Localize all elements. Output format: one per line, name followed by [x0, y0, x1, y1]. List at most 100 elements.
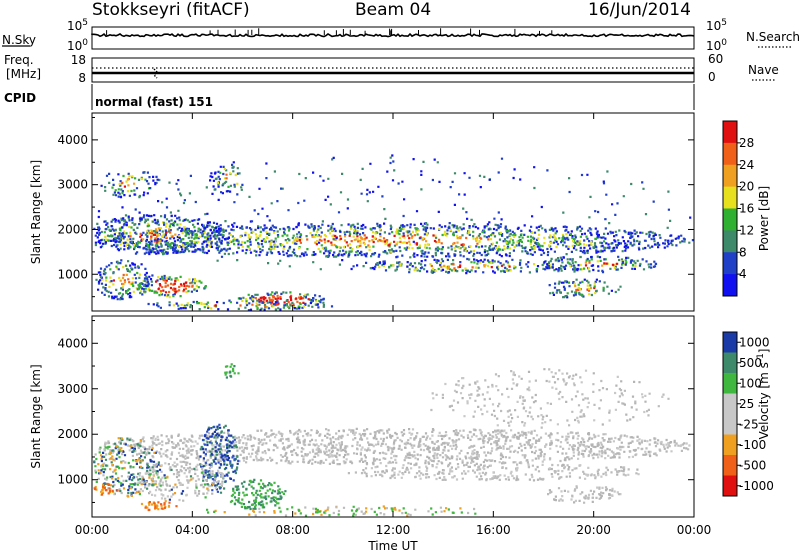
- velocity-colorbar-label: -100: [739, 438, 766, 452]
- velocity-colorbar-segment: [723, 373, 737, 394]
- echo-near-range: [147, 299, 334, 312]
- velocity-colorbar-segment: [723, 475, 737, 497]
- velocity-colorbar-segment: [723, 393, 737, 415]
- velocity-blue-0500: [199, 423, 240, 494]
- velocity-colorbar-label: 1000: [739, 335, 770, 349]
- chart-title: Stokkseyri (fitACF): [92, 0, 250, 20]
- time-axis: 00:00 04:00 08:00 12:00 16:00 20:00 00:00 Time …: [75, 523, 712, 553]
- power-colorbar-segment: [723, 121, 737, 144]
- velocity-colorbar-label: -25: [739, 417, 759, 431]
- echo-strong-0800: [237, 291, 325, 309]
- echo-strong-0300: [135, 274, 207, 299]
- velocity-colorbar-label: 25: [739, 397, 754, 411]
- velocity-green-0500: [224, 363, 240, 379]
- power-colorbar-label: 12: [739, 223, 754, 237]
- sky-noise-line: [91, 32, 695, 38]
- y-tick-label: 1000: [57, 473, 88, 487]
- freq-tick-top: 18: [71, 53, 86, 67]
- ground-scatter-main: [98, 427, 691, 466]
- echo-arc-1900: [548, 278, 622, 299]
- velocity-colorbar-segment: [723, 434, 737, 456]
- y-tick-label: 4000: [57, 133, 88, 147]
- power-colorbar-segment: [723, 252, 737, 275]
- power-colorbar-segment: [723, 208, 737, 231]
- x-tick-label: 08:00: [275, 523, 310, 537]
- sky-noise-panel: N.Sky 105 100 105 100 N.Search: [2, 18, 800, 53]
- nave-tick-top: 60: [708, 52, 723, 66]
- velocity-colorbar-label: 100: [739, 376, 762, 390]
- cpid-label: CPID: [4, 91, 36, 105]
- power-colorbar-title: Power [dB]: [757, 186, 771, 251]
- velocity-colorbar-segment: [723, 332, 737, 353]
- power-colorbar-segment: [723, 186, 737, 209]
- velocity-colorbar-segment: [723, 455, 737, 476]
- y-tick-label: 1000: [57, 267, 88, 281]
- x-tick-label: 12:00: [376, 523, 411, 537]
- velocity-ground-0300: [135, 460, 225, 502]
- echo-patch-0500: [209, 163, 244, 194]
- echo-low-left: [95, 259, 154, 301]
- freq-glitch: [153, 68, 158, 79]
- echo-lower-band-right: [536, 255, 658, 274]
- x-tick-label: 16:00: [476, 523, 511, 537]
- y-axis-label: Slant Range [km]: [29, 160, 43, 264]
- power-colorbar-label: 28: [739, 136, 754, 150]
- freq-ylabel-line2: [MHz]: [6, 67, 41, 81]
- velocity-colorbar-segment: [723, 414, 737, 435]
- velocity-green-0600: [229, 478, 287, 511]
- velocity-colorbar-label: -500: [739, 458, 766, 472]
- y-tick-label: 2000: [57, 222, 88, 236]
- search-tick-bottom: 100: [706, 38, 727, 53]
- power-colorbar-label: 20: [739, 180, 754, 194]
- x-tick-label: 00:00: [677, 523, 712, 537]
- velocity-orange-0000: [93, 482, 119, 496]
- power-colorbar-segment: [723, 230, 737, 253]
- x-tick-label: 00:00: [75, 523, 110, 537]
- cpid-value: normal (fast) 151: [95, 95, 213, 109]
- velocity-orange-0300: [140, 500, 178, 512]
- x-tick-label: 04:00: [175, 523, 210, 537]
- y-tick-label: 3000: [57, 382, 88, 396]
- sky-noise-spikes: [106, 28, 553, 35]
- velocity-colorbar-title: Velocity [m s-1]: [756, 349, 771, 440]
- echo-lower-band: [350, 258, 600, 275]
- y-tick-label: 4000: [57, 336, 88, 350]
- power-colorbar: 4 8 12 16 20 24 28 Power [dB]: [722, 120, 771, 297]
- search-label: N.Search: [746, 30, 800, 44]
- x-tick-label: 20:00: [576, 523, 611, 537]
- noise-tick-bottom: 100: [67, 38, 88, 53]
- noise-tick-top: 105: [67, 18, 88, 33]
- power-colorbar-label: 16: [739, 202, 754, 216]
- y-axis-label: Slant Range [km]: [29, 364, 43, 468]
- power-colorbar-segment: [723, 274, 737, 297]
- power-colorbar-label: 8: [739, 245, 747, 259]
- frequency-panel: Freq.[MHz] 18 8 60 0 Nave: [4, 52, 779, 85]
- cpid-panel: CPID normal (fast) 151: [4, 84, 695, 110]
- freq-ylabel-line1: Freq.: [4, 53, 34, 67]
- velocity-colorbar-label: -1000: [739, 479, 774, 493]
- echo-band-upper: [100, 171, 161, 199]
- nave-label: Nave: [748, 63, 779, 77]
- velocity-arc-1900: [547, 485, 622, 504]
- velocity-colorbar-frame: [722, 331, 738, 497]
- date-label: 16/Jun/2014: [588, 0, 691, 20]
- power-colorbar-segment: [723, 164, 737, 188]
- nave-tick-bottom: 0: [708, 70, 716, 84]
- freq-panel-frame: [91, 57, 695, 83]
- plot-area: [92, 113, 694, 311]
- search-tick-top: 105: [706, 18, 727, 33]
- y-tick-label: 2000: [57, 427, 88, 441]
- power-colorbar-segment: [723, 142, 737, 166]
- velocity-colorbar: 1000 500 100 25 -25 -100 -500 -1000 Velocity [m …: [722, 331, 774, 497]
- noise-ylabel: N.Sky: [2, 33, 36, 47]
- plot-area: [92, 316, 694, 517]
- power-panel: 1000 2000 3000 4000 Slant Range [km]: [29, 112, 695, 312]
- freq-tick-bottom: 8: [78, 71, 86, 85]
- ground-scatter-lower: [347, 461, 640, 482]
- y-tick-label: 3000: [57, 178, 88, 192]
- velocity-panel: 1000 2000 3000 4000 Slant Range [km]: [29, 315, 695, 518]
- beam-label: Beam 04: [355, 0, 432, 20]
- velocity-colorbar-segment: [723, 352, 737, 374]
- power-colorbar-label: 4: [739, 267, 747, 281]
